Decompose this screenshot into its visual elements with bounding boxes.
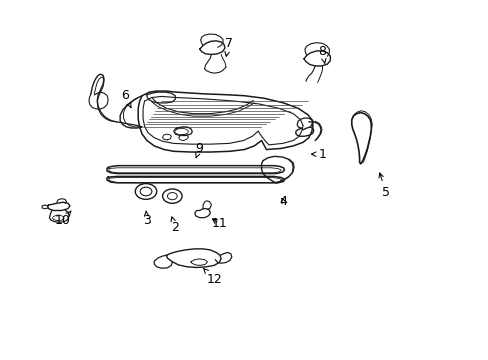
Text: 10: 10 xyxy=(55,211,71,227)
Text: 12: 12 xyxy=(203,268,222,286)
Text: 9: 9 xyxy=(195,142,203,158)
Text: 4: 4 xyxy=(279,195,287,208)
Text: 8: 8 xyxy=(318,45,326,64)
Text: 5: 5 xyxy=(378,173,389,199)
Text: 2: 2 xyxy=(171,217,179,234)
Circle shape xyxy=(167,193,177,200)
Text: 1: 1 xyxy=(311,148,326,161)
Circle shape xyxy=(135,184,157,199)
Text: 7: 7 xyxy=(224,36,232,56)
Circle shape xyxy=(140,187,152,196)
Text: 3: 3 xyxy=(143,211,151,227)
Circle shape xyxy=(162,189,182,203)
Text: 11: 11 xyxy=(211,217,226,230)
Text: 6: 6 xyxy=(121,89,131,108)
